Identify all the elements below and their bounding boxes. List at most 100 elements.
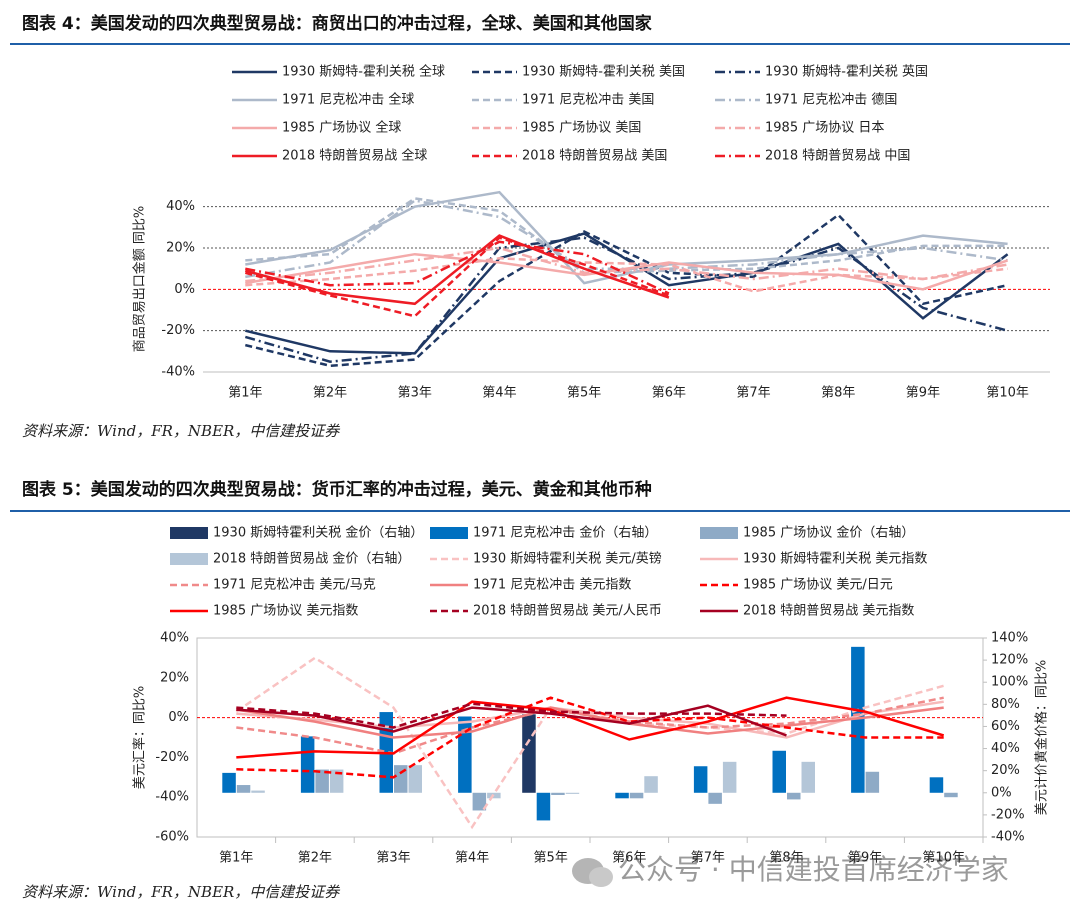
bar [408, 765, 422, 793]
x-tick-label: 第5年 [534, 851, 568, 866]
legend-label: 1930 斯姆特霍利关税 美元指数 [743, 552, 927, 567]
legend-label: 2018 特朗普贸易战 美元指数 [743, 604, 914, 619]
y2-axis-title: 美元计价黄金价格：同比% [1034, 660, 1050, 815]
bar [851, 646, 865, 793]
legend-label: 1971 尼克松冲击 美元/马克 [213, 578, 376, 593]
legend-swatch [700, 527, 738, 539]
y2-tick-label: -20% [991, 807, 1025, 822]
y-tick-label: 40% [166, 199, 195, 214]
y-axis-title: 美元汇率：同比% [132, 686, 148, 789]
bar [801, 761, 815, 793]
legend-label: 1971 尼克松冲击 美国 [522, 93, 654, 108]
legend-label: 1971 尼克松冲击 全球 [282, 92, 414, 108]
bar [693, 766, 708, 793]
legend-swatch [430, 527, 468, 539]
bar [222, 772, 236, 793]
legend-label: 1930 斯姆特霍利关税 金价（右轴） [213, 525, 423, 541]
series-line [245, 190, 1008, 285]
x-tick-label: 第5年 [567, 386, 601, 401]
y2-tick-label: 100% [991, 675, 1028, 690]
series-line [245, 246, 1008, 283]
legend-label: 1930 斯姆特-霍利关税 英国 [765, 65, 928, 80]
series-line [245, 252, 1009, 291]
series-line [236, 704, 787, 737]
x-tick-label: 第9年 [848, 851, 882, 866]
legend-label: 1985 广场协议 日本 [765, 121, 884, 136]
x-tick-label: 第3年 [398, 386, 432, 401]
legend-label: 1985 广场协议 全球 [282, 120, 401, 136]
legend-label: 1930 斯姆特-霍利关税 全球 [282, 64, 445, 80]
legend-label: 1930 斯姆特-霍利关税 美国 [522, 65, 685, 80]
legend-swatch [170, 553, 208, 565]
x-tick-label: 第4年 [482, 386, 516, 401]
legend-label: 1971 尼克松冲击 德国 [765, 93, 897, 108]
y-tick-label: 40% [160, 631, 189, 646]
y2-tick-label: 140% [991, 631, 1028, 646]
legend-label: 1985 广场协议 美元/日元 [743, 578, 893, 593]
legend-label: 1930 斯姆特霍利关税 美元/英镑 [473, 551, 662, 567]
chart-title: 图表 4：美国发动的四次典型贸易战：商贸出口的冲击过程，全球、美国和其他国家 [22, 13, 652, 34]
x-tick-label: 第2年 [298, 851, 332, 866]
series-line [245, 257, 1008, 293]
x-tick-label: 第10年 [922, 851, 965, 866]
bar [565, 792, 580, 794]
x-tick-label: 第7年 [736, 386, 770, 401]
y2-tick-label: 0% [991, 785, 1012, 800]
source-note: 资料来源：Wind，FR，NBER，中信建投证券 [22, 883, 340, 901]
x-tick-label: 第8年 [821, 386, 855, 401]
x-tick-label: 第1年 [228, 386, 262, 401]
bar [394, 765, 408, 793]
legend-label: 1971 尼克松冲击 金价（右轴） [473, 525, 657, 541]
y-tick-label: -40% [161, 365, 195, 380]
chart-title: 图表 5：美国发动的四次典型贸易战：货币汇率的冲击过程，美元、黄金和其他币种 [22, 479, 652, 500]
legend-label: 2018 特朗普贸易战 中国 [765, 149, 910, 164]
y-tick-label: -20% [155, 750, 189, 765]
x-tick-label: 第2年 [313, 386, 347, 401]
y-axis-title: 商品贸易出口金额 同比% [132, 206, 148, 353]
bar [629, 792, 644, 799]
x-tick-label: 第7年 [691, 851, 725, 866]
bar [472, 792, 487, 811]
y2-tick-label: 120% [991, 653, 1028, 668]
bar [329, 769, 344, 793]
bar [772, 750, 786, 793]
bar [708, 792, 722, 804]
y-tick-label: 0% [168, 710, 189, 725]
x-tick-label: 第3年 [376, 851, 410, 866]
x-tick-label: 第6年 [652, 386, 686, 401]
series-line [244, 234, 670, 306]
legend-label: 1985 广场协议 美元指数 [213, 604, 358, 619]
legend-label: 1985 广场协议 美国 [522, 121, 641, 136]
y2-tick-label: -40% [991, 830, 1025, 845]
legend-swatch [170, 527, 208, 539]
x-tick-label: 第9年 [906, 386, 940, 401]
series-line [245, 213, 1008, 368]
series-line [244, 236, 1008, 363]
series-line [236, 696, 944, 755]
x-tick-label: 第6年 [612, 851, 646, 866]
y-tick-label: -60% [155, 830, 189, 845]
x-tick-label: 第10年 [986, 386, 1029, 401]
bar [251, 790, 265, 793]
legend-label: 2018 特朗普贸易战 金价（右轴） [213, 551, 410, 567]
bar [865, 771, 880, 793]
legend-label: 1985 广场协议 金价（右轴） [743, 525, 914, 541]
bar [522, 714, 536, 793]
x-tick-label: 第8年 [769, 851, 803, 866]
source-note: 资料来源：Wind，FR，NBER，中信建投证券 [22, 422, 340, 440]
series-line [236, 706, 944, 739]
bar [551, 792, 565, 795]
bar [644, 776, 658, 793]
bar [929, 777, 944, 793]
legend-label: 1971 尼克松冲击 美元指数 [473, 578, 631, 593]
legend-label: 2018 特朗普贸易战 美元/人民币 [473, 604, 662, 619]
legend-label: 2018 特朗普贸易战 美国 [522, 149, 667, 164]
bar [615, 792, 629, 799]
y-tick-label: -20% [161, 323, 195, 338]
y-tick-label: 20% [166, 241, 195, 256]
bar [787, 792, 801, 800]
y2-tick-label: 80% [991, 697, 1020, 712]
x-tick-label: 第4年 [455, 851, 489, 866]
bar [536, 792, 551, 821]
